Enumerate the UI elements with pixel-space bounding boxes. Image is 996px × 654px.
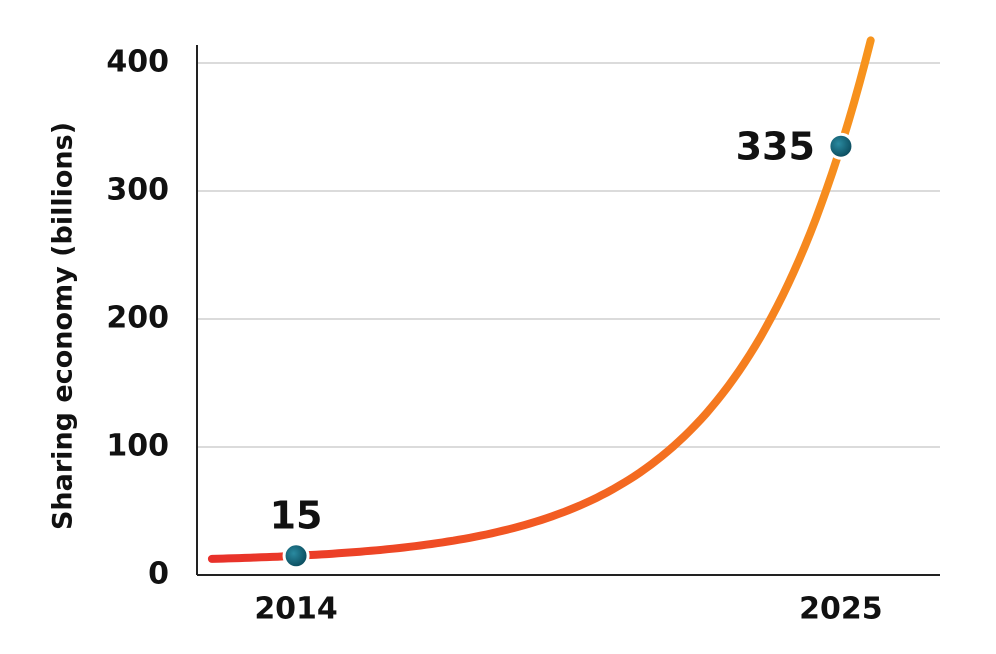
data-label: 15 — [270, 493, 323, 537]
y-tick-label: 100 — [106, 429, 169, 464]
data-label: 335 — [736, 125, 815, 169]
data-point — [282, 542, 310, 570]
y-tick-label: 0 — [148, 557, 169, 592]
x-tick-label: 2025 — [799, 592, 883, 627]
trend-curve — [207, 36, 875, 563]
y-axis-title: Sharing economy (billions) — [48, 122, 79, 530]
x-tick-label: 2014 — [254, 592, 338, 627]
y-tick-label: 300 — [106, 173, 169, 208]
y-tick-label: 200 — [106, 301, 169, 336]
y-tick-label: 400 — [106, 45, 169, 80]
data-point — [827, 132, 855, 160]
